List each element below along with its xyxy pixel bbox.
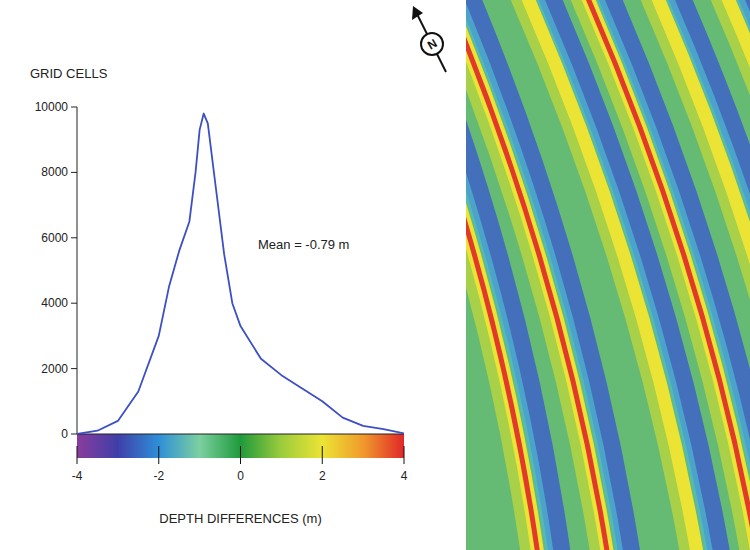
plot-area — [77, 114, 404, 434]
x-tick-label: 4 — [401, 469, 408, 483]
y-axis — [77, 107, 78, 434]
y-tick-label: 2000 — [41, 362, 68, 376]
north-arrow — [416, 12, 446, 72]
x-tick — [322, 446, 323, 464]
y-tick — [71, 303, 77, 304]
y-axis-title: GRID CELLS — [30, 66, 108, 81]
y-tick — [71, 172, 77, 173]
x-tick-label: -4 — [72, 469, 83, 483]
map-crest — [650, 0, 750, 550]
y-tick — [71, 434, 77, 435]
x-tick — [158, 446, 159, 464]
north-label: N — [425, 36, 440, 52]
x-tick — [77, 446, 78, 464]
x-axis-title: DEPTH DIFFERENCES (m) — [159, 511, 322, 526]
x-tick — [240, 446, 241, 464]
x-axis — [77, 434, 404, 435]
y-tick-label: 0 — [61, 427, 68, 441]
distribution-line — [77, 114, 404, 434]
map-crest — [720, 0, 750, 550]
north-circle — [421, 33, 443, 55]
x-tick-label: 2 — [319, 469, 326, 483]
north-arrow-head — [412, 6, 423, 20]
x-tick — [404, 446, 405, 464]
y-tick — [71, 368, 77, 369]
x-tick-label: -2 — [153, 469, 164, 483]
x-tick-label: 0 — [237, 469, 244, 483]
map-flank — [714, 0, 750, 550]
depth-difference-map — [466, 0, 750, 550]
y-tick-label: 10000 — [35, 100, 69, 114]
map-flank — [514, 0, 694, 550]
y-tick — [71, 107, 77, 108]
y-tick — [71, 237, 77, 238]
y-tick-label: 4000 — [41, 296, 68, 310]
annotation: Mean = -0.79 m — [258, 237, 349, 252]
y-tick-label: 6000 — [41, 231, 68, 245]
y-tick-label: 8000 — [41, 165, 68, 179]
